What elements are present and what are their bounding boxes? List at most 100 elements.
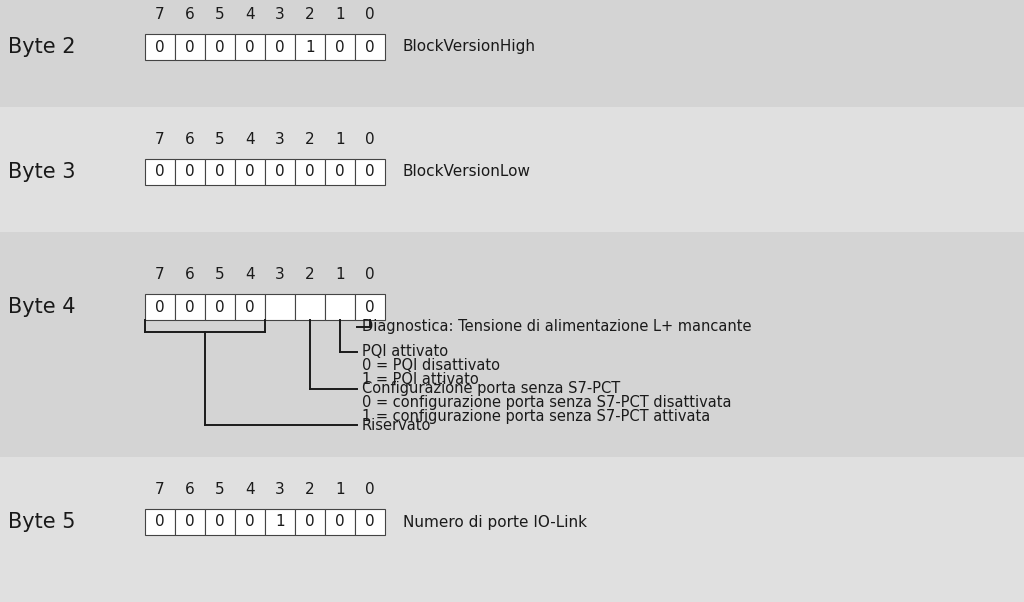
Bar: [205, 294, 234, 320]
Text: 0: 0: [366, 267, 375, 282]
Text: 0: 0: [366, 482, 375, 497]
Text: 0: 0: [156, 40, 165, 55]
Text: 0: 0: [215, 164, 225, 179]
Bar: [355, 34, 385, 60]
Bar: [145, 294, 175, 320]
Text: 0: 0: [245, 40, 255, 55]
Text: 1: 1: [335, 267, 345, 282]
Bar: [265, 294, 295, 320]
Text: 0: 0: [215, 40, 225, 55]
Text: Numero di porte IO-Link: Numero di porte IO-Link: [403, 515, 587, 530]
Text: 3: 3: [275, 132, 285, 147]
Bar: [145, 509, 175, 535]
Text: 4: 4: [245, 132, 255, 147]
Text: 4: 4: [245, 7, 255, 22]
Bar: [175, 34, 205, 60]
Text: 4: 4: [245, 267, 255, 282]
Text: 1: 1: [335, 132, 345, 147]
Text: 6: 6: [185, 482, 195, 497]
Text: 1 = configurazione porta senza S7-PCT attivata: 1 = configurazione porta senza S7-PCT at…: [362, 409, 711, 424]
Text: 6: 6: [185, 267, 195, 282]
Text: 0: 0: [366, 40, 375, 55]
Text: 1 = PQI attivato: 1 = PQI attivato: [362, 373, 479, 388]
Bar: [355, 509, 385, 535]
Bar: [295, 34, 325, 60]
Text: 2: 2: [305, 7, 314, 22]
Text: 7: 7: [156, 132, 165, 147]
Text: 0: 0: [366, 515, 375, 530]
Bar: [205, 159, 234, 185]
Text: 0: 0: [366, 300, 375, 314]
Text: 0: 0: [275, 40, 285, 55]
Text: 1: 1: [335, 482, 345, 497]
Text: 0: 0: [215, 515, 225, 530]
Text: 0: 0: [185, 40, 195, 55]
Text: 7: 7: [156, 267, 165, 282]
Bar: [234, 294, 265, 320]
Text: 0: 0: [245, 515, 255, 530]
Bar: [295, 294, 325, 320]
Text: 7: 7: [156, 7, 165, 22]
Text: 0: 0: [245, 300, 255, 314]
Bar: [265, 34, 295, 60]
Text: 0: 0: [185, 164, 195, 179]
Bar: [265, 509, 295, 535]
Bar: [295, 509, 325, 535]
Bar: [0, 107, 1024, 232]
Bar: [0, 457, 1024, 602]
Text: 1: 1: [305, 40, 314, 55]
Text: 3: 3: [275, 7, 285, 22]
Text: 6: 6: [185, 132, 195, 147]
Bar: [355, 159, 385, 185]
Text: 4: 4: [245, 482, 255, 497]
Text: 0: 0: [335, 40, 345, 55]
Bar: [0, 0, 1024, 97]
Text: 0: 0: [305, 164, 314, 179]
Text: 0: 0: [185, 515, 195, 530]
Text: 0: 0: [245, 164, 255, 179]
Bar: [295, 159, 325, 185]
Text: 0: 0: [366, 7, 375, 22]
Text: BlockVersionHigh: BlockVersionHigh: [403, 40, 536, 55]
Bar: [205, 34, 234, 60]
Bar: [0, 237, 1024, 447]
Text: 6: 6: [185, 7, 195, 22]
Text: Riservato: Riservato: [362, 418, 431, 432]
Bar: [145, 159, 175, 185]
Text: 0: 0: [335, 164, 345, 179]
Text: 0: 0: [366, 164, 375, 179]
Text: 0: 0: [156, 300, 165, 314]
Text: Byte 4: Byte 4: [7, 297, 75, 317]
Text: 3: 3: [275, 267, 285, 282]
Bar: [234, 34, 265, 60]
Text: 0: 0: [215, 300, 225, 314]
Bar: [325, 159, 355, 185]
Text: 0: 0: [275, 164, 285, 179]
Text: PQI attivato: PQI attivato: [362, 344, 449, 359]
Text: Configurazione porta senza S7-PCT: Configurazione porta senza S7-PCT: [362, 382, 621, 397]
Text: 0 = configurazione porta senza S7-PCT disattivata: 0 = configurazione porta senza S7-PCT di…: [362, 396, 731, 411]
Text: 2: 2: [305, 132, 314, 147]
Text: 0: 0: [156, 515, 165, 530]
Bar: [205, 509, 234, 535]
Bar: [325, 509, 355, 535]
Text: 7: 7: [156, 482, 165, 497]
Bar: [325, 34, 355, 60]
Bar: [145, 34, 175, 60]
Text: 2: 2: [305, 482, 314, 497]
Text: 0: 0: [305, 515, 314, 530]
Text: BlockVersionLow: BlockVersionLow: [403, 164, 531, 179]
Text: 1: 1: [335, 7, 345, 22]
Text: 0: 0: [156, 164, 165, 179]
Text: 3: 3: [275, 482, 285, 497]
Bar: [175, 294, 205, 320]
Text: 0: 0: [335, 515, 345, 530]
Text: 0: 0: [185, 300, 195, 314]
Text: 5: 5: [215, 132, 225, 147]
Text: 5: 5: [215, 7, 225, 22]
Text: Diagnostica: Tensione di alimentazione L+ mancante: Diagnostica: Tensione di alimentazione L…: [362, 320, 752, 335]
Text: 5: 5: [215, 267, 225, 282]
Text: 5: 5: [215, 482, 225, 497]
Bar: [355, 294, 385, 320]
Bar: [234, 159, 265, 185]
